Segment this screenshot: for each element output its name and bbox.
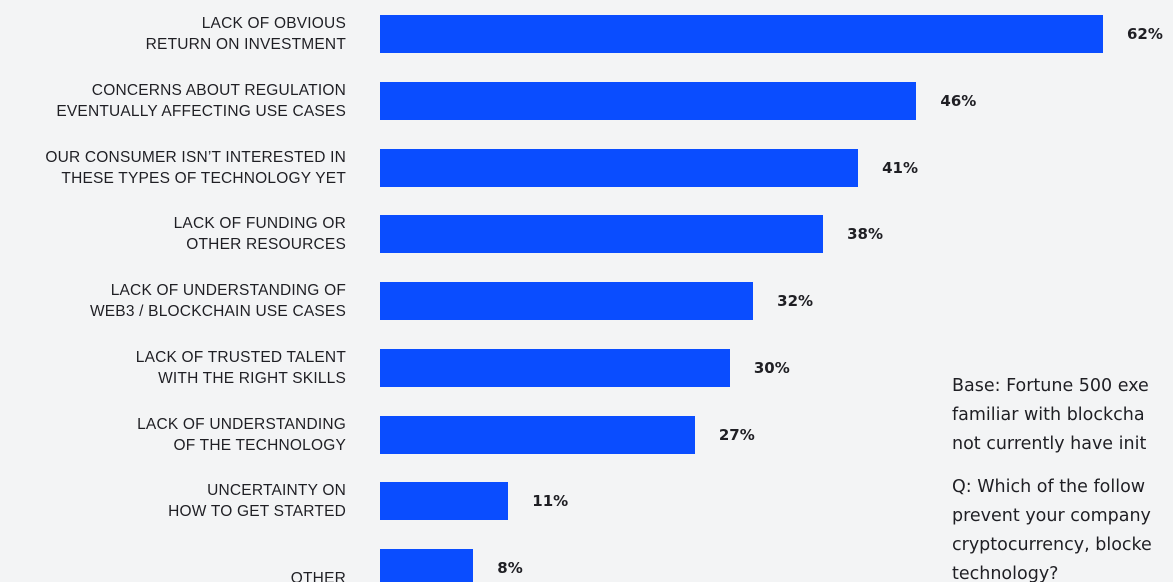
value-label: 8% <box>497 559 523 577</box>
category-label-line: OF THE TECHNOLOGY <box>173 436 346 454</box>
value-label: 32% <box>777 292 814 310</box>
category-label: LACK OF UNDERSTANDING OF WEB3 / BLOCKCHAI… <box>6 280 346 322</box>
category-label: LACK OF OBVIOUS RETURN ON INVESTMENT <box>6 13 346 55</box>
category-label-line: CONCERNS ABOUT REGULATION <box>91 81 346 99</box>
category-label-line: HOW TO GET STARTED <box>168 503 346 521</box>
category-label-line: OUR CONSUMER ISN’T INTERESTED IN <box>45 148 346 166</box>
category-label: UNCERTAINTY ON HOW TO GET STARTED <box>6 480 346 522</box>
bar <box>380 148 859 187</box>
category-label-line: LACK OF OBVIOUS <box>201 15 346 32</box>
bar <box>380 81 917 120</box>
bar <box>380 482 509 521</box>
bar <box>380 215 824 254</box>
category-label-line: UNCERTAINTY ON <box>207 482 346 500</box>
value-label: 11% <box>532 492 569 511</box>
category-label: CONCERNS ABOUT REGULATION EVENTUALLY AFFE… <box>6 80 346 122</box>
value-label: 41% <box>882 158 919 177</box>
bar <box>380 415 695 454</box>
category-label: OUR CONSUMER ISN’T INTERESTED IN THESE TY… <box>6 147 346 189</box>
category-label-line: WITH THE RIGHT SKILLS <box>158 369 346 387</box>
category-label: LACK OF UNDERSTANDING OF THE TECHNOLOGY <box>6 414 346 456</box>
bar <box>380 549 474 582</box>
value-label: 27% <box>718 425 755 444</box>
category-label-line: WEB3 / BLOCKCHAIN USE CASES <box>89 303 346 320</box>
survey-question-text: Q: Which of the follow prevent your comp… <box>952 477 1152 582</box>
category-label-line: LACK OF UNDERSTANDING <box>137 415 346 433</box>
bar <box>380 348 730 387</box>
category-label-line: LACK OF TRUSTED TALENT <box>135 348 346 366</box>
category-label: OTHER <box>6 568 346 582</box>
category-label: LACK OF TRUSTED TALENT WITH THE RIGHT SKI… <box>6 347 346 389</box>
value-label: 46% <box>940 91 977 110</box>
category-label-line: THESE TYPES OF TECHNOLOGY YET <box>61 169 346 187</box>
survey-note: Base: Fortune 500 exe familiar with bloc… <box>952 372 1173 582</box>
bar <box>380 282 754 320</box>
survey-base-text: Base: Fortune 500 exe familiar with bloc… <box>952 376 1149 454</box>
category-label-line: EVENTUALLY AFFECTING USE CASES <box>56 102 346 120</box>
category-label: LACK OF FUNDING OR OTHER RESOURCES <box>6 213 346 255</box>
category-label-line: LACK OF UNDERSTANDING OF <box>110 282 346 299</box>
value-label: 38% <box>847 225 884 244</box>
category-label-line: LACK OF FUNDING OR <box>173 215 346 233</box>
value-label: 62% <box>1127 25 1163 43</box>
category-label-line: OTHER RESOURCES <box>186 236 346 254</box>
value-label: 30% <box>753 358 790 377</box>
bar <box>380 15 1103 53</box>
category-label-line: RETURN ON INVESTMENT <box>145 36 346 53</box>
category-label-line: OTHER <box>290 569 346 582</box>
